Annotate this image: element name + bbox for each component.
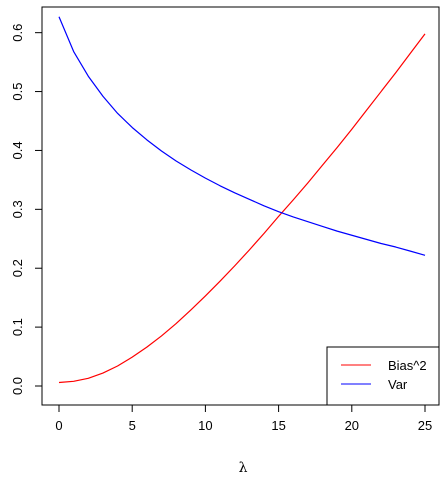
legend-label-bias: Bias^2: [388, 358, 427, 373]
legend-box: [326, 346, 440, 406]
y-tick-label: 0.3: [10, 200, 25, 218]
x-axis-title: λ: [239, 460, 248, 476]
x-tick-label: 5: [129, 418, 136, 433]
series-layer: [58, 16, 426, 384]
plot-frame: [41, 6, 440, 406]
x-tick-label: 25: [418, 418, 432, 433]
x-tick-label: 0: [55, 418, 62, 433]
x-tick-label: 10: [198, 418, 212, 433]
x-tick-label: 20: [345, 418, 359, 433]
x-tick-label: 15: [271, 418, 285, 433]
y-tick-label: 0.2: [10, 259, 25, 277]
legend: Bias^2 Var: [326, 346, 440, 406]
series-line-var: [58, 16, 426, 256]
y-tick-label: 0.0: [10, 377, 25, 395]
y-tick-label: 0.6: [10, 24, 25, 42]
series-line-bias: [58, 33, 426, 384]
axes-layer: 0 5 10 15 20 25 0.0 0.1 0.2 0.3 0.4 0.5 0.6: [10, 24, 432, 433]
y-tick-label: 0.4: [10, 141, 25, 159]
y-tick-label: 0.5: [10, 83, 25, 101]
legend-label-var: Var: [388, 377, 408, 392]
y-tick-label: 0.1: [10, 318, 25, 336]
